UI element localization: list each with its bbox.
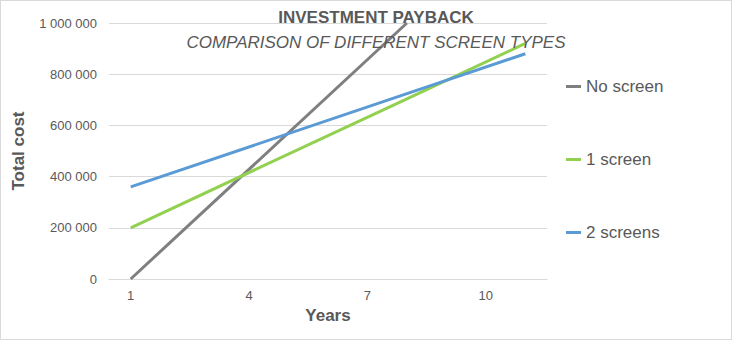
- svg-text:Years: Years: [305, 306, 350, 325]
- svg-text:600 000: 600 000: [50, 118, 97, 133]
- svg-text:400 000: 400 000: [50, 169, 97, 184]
- svg-text:1 screen: 1 screen: [586, 150, 651, 169]
- svg-text:2 screens: 2 screens: [586, 223, 660, 242]
- svg-text:4: 4: [245, 288, 252, 303]
- svg-text:COMPARISON OF DIFFERENT SCREEN: COMPARISON OF DIFFERENT SCREEN TYPES: [186, 33, 566, 52]
- svg-text:INVESTMENT PAYBACK: INVESTMENT PAYBACK: [278, 8, 474, 27]
- svg-text:1 000 000: 1 000 000: [39, 16, 97, 31]
- svg-text:200 000: 200 000: [50, 220, 97, 235]
- svg-text:No screen: No screen: [586, 77, 663, 96]
- svg-text:10: 10: [479, 288, 493, 303]
- svg-text:7: 7: [364, 288, 371, 303]
- svg-text:1: 1: [127, 288, 134, 303]
- svg-text:0: 0: [90, 272, 97, 287]
- svg-text:Total cost: Total cost: [9, 111, 28, 190]
- svg-text:800 000: 800 000: [50, 67, 97, 82]
